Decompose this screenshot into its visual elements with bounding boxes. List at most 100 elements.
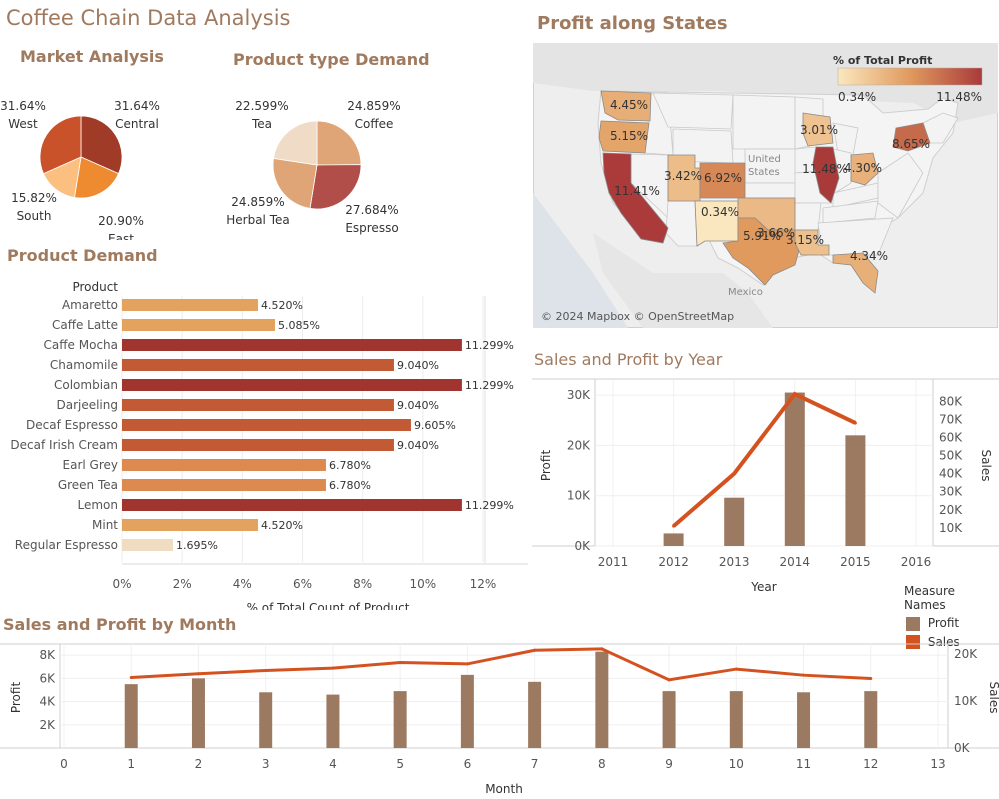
product-type-slice-tea[interactable] — [273, 120, 318, 166]
month-bar-profit-12[interactable] — [864, 691, 878, 748]
product-demand-chart[interactable]: Product Amaretto 4.520% Caffe Latte 5.085% Ca… — [0, 270, 530, 610]
month-bar-profit-10[interactable] — [729, 691, 743, 748]
legend-item-sales[interactable]: Sales — [906, 635, 999, 649]
product-bar-lemon[interactable] — [122, 499, 462, 511]
month-line-sales[interactable] — [131, 647, 871, 682]
month-bar-profit-5[interactable] — [393, 691, 407, 748]
map-value-utah: 3.42% — [664, 169, 702, 183]
market-slice-east[interactable] — [74, 156, 120, 199]
year-ylabel-left: Profit — [539, 450, 553, 482]
month-point-sales-11[interactable] — [802, 673, 806, 677]
year-point-sales-2012[interactable] — [672, 524, 676, 528]
year-point-sales-2015[interactable] — [853, 421, 857, 425]
month-bar-profit-1[interactable] — [124, 684, 138, 748]
product-value-caffe-latte: 5.085% — [278, 319, 320, 332]
product-type-slice-espresso[interactable] — [309, 164, 362, 210]
product-bar-green-tea[interactable] — [122, 479, 326, 491]
year-xtick: 2014 — [780, 555, 811, 569]
year-bar-profit-2014[interactable] — [784, 392, 805, 546]
sales-profit-month-chart[interactable]: 0 1 2 3 4 5 6 7 8 9 10 11 12 132K4K6K8K0K10K20KMonthP… — [0, 638, 999, 799]
map-state-oregon[interactable] — [598, 120, 650, 154]
year-line-sales[interactable] — [672, 391, 857, 528]
month-bar-profit-9[interactable] — [662, 691, 676, 748]
year-point-sales-2013[interactable] — [732, 472, 736, 476]
product-bar-colombian[interactable] — [122, 379, 462, 391]
month-point-sales-8[interactable] — [600, 647, 604, 651]
market-analysis-pie[interactable]: 31.64% Central 20.90% East 15.82% South 31.64%… — [0, 90, 200, 240]
month-ytick-left: 2K — [39, 718, 56, 732]
product-xtick: 4% — [233, 577, 252, 591]
month-point-sales-3[interactable] — [264, 668, 268, 672]
month-bar-profit-8[interactable] — [595, 651, 609, 748]
map-state-washington[interactable] — [600, 90, 652, 122]
map-country-label-us-1: United — [748, 154, 781, 165]
product-type-slice-coffee[interactable] — [316, 120, 362, 166]
product-bar-decaf-irish-cream[interactable] — [122, 439, 394, 451]
product-type-slice-herbal-tea[interactable] — [272, 157, 318, 209]
year-bar-profit-2013[interactable] — [724, 497, 745, 546]
sales-profit-year-chart[interactable]: 2011 2012 2013 2014 2015 2016 0K 10K 20K 30K 10K 20… — [530, 372, 999, 602]
map-country-label-mexico: Mexico — [728, 287, 763, 298]
product-bar-amaretto[interactable] — [122, 299, 258, 311]
month-bar-profit-4[interactable] — [326, 694, 340, 748]
product-value-decaf-espresso: 9.605% — [414, 419, 456, 432]
profit-map-title: Profit along States — [537, 13, 728, 34]
product-label-mint: Mint — [92, 518, 118, 532]
month-bar-profit-3[interactable] — [259, 692, 273, 748]
product-bar-caffe-latte[interactable] — [122, 319, 275, 331]
map-state-wisconsin[interactable] — [802, 112, 834, 147]
map-state-new-york[interactable] — [892, 122, 931, 152]
year-bar-profit-2012[interactable] — [663, 533, 684, 546]
month-bar-profit-7[interactable] — [528, 681, 542, 748]
month-point-sales-5[interactable] — [398, 661, 402, 665]
product-bar-regular-espresso[interactable] — [122, 539, 173, 551]
year-bar-profit-2015[interactable] — [845, 435, 866, 546]
product-type-pie[interactable]: 24.859% Coffee 27.684% Espresso 24.859% Herba… — [210, 90, 420, 240]
market-label-central: Central — [115, 117, 159, 131]
profit-map[interactable]: 4.45% 5.15% 11.41% 3.42% 6.92% 0.34% 3.66%5.91… — [533, 43, 998, 328]
month-xlabel: Month — [485, 782, 523, 796]
product-type-value-tea: 22.599% — [235, 99, 288, 113]
product-demand-title: Product Demand — [7, 246, 158, 265]
month-bar-profit-6[interactable] — [460, 674, 474, 748]
month-point-sales-4[interactable] — [331, 666, 335, 670]
month-point-sales-1[interactable] — [129, 676, 133, 680]
product-bar-darjeeling[interactable] — [122, 399, 394, 411]
market-slice-central[interactable] — [80, 115, 123, 175]
month-point-sales-6[interactable] — [465, 662, 469, 666]
map-value-california: 11.41% — [614, 184, 660, 198]
month-point-sales-10[interactable] — [734, 667, 738, 671]
product-label-green-tea: Green Tea — [58, 478, 118, 492]
month-bar-profit-2[interactable] — [191, 678, 205, 748]
market-slice-west[interactable] — [39, 115, 82, 175]
month-bar-profit-11[interactable] — [797, 692, 811, 748]
legend-item-profit[interactable]: Profit — [906, 616, 999, 631]
map-state-florida[interactable] — [832, 252, 879, 294]
map-state-louisiana[interactable] — [794, 229, 830, 256]
month-ytick-right: 20K — [954, 647, 978, 661]
map-state-texas[interactable] — [722, 217, 802, 286]
map-value-new-york: 8.65% — [892, 137, 930, 151]
map-state-california[interactable] — [602, 152, 669, 244]
product-bar-decaf-espresso[interactable] — [122, 419, 411, 431]
year-ytick-right: 50K — [939, 449, 963, 463]
product-bar-mint[interactable] — [122, 519, 258, 531]
year-ytick-right: 40K — [939, 467, 963, 481]
month-point-sales-2[interactable] — [196, 672, 200, 676]
month-xtick: 5 — [396, 757, 404, 771]
product-type-value-coffee: 24.859% — [347, 99, 400, 113]
product-xtick: 0% — [112, 577, 131, 591]
map-state-ohio[interactable] — [850, 152, 879, 186]
product-label-amaretto: Amaretto — [62, 298, 118, 312]
year-point-sales-2014[interactable] — [793, 392, 797, 396]
month-point-sales-12[interactable] — [869, 676, 873, 680]
map-legend-max: 11.48% — [936, 90, 982, 104]
product-bar-caffe-mocha[interactable] — [122, 339, 462, 351]
month-point-sales-7[interactable] — [533, 648, 537, 652]
product-bar-chamomile[interactable] — [122, 359, 394, 371]
product-value-darjeeling: 9.040% — [397, 399, 439, 412]
map-state-illinois[interactable] — [812, 146, 840, 204]
product-bar-earl-grey[interactable] — [122, 459, 326, 471]
month-point-sales-9[interactable] — [667, 678, 671, 682]
map-state-new-mexico[interactable] — [694, 200, 739, 247]
